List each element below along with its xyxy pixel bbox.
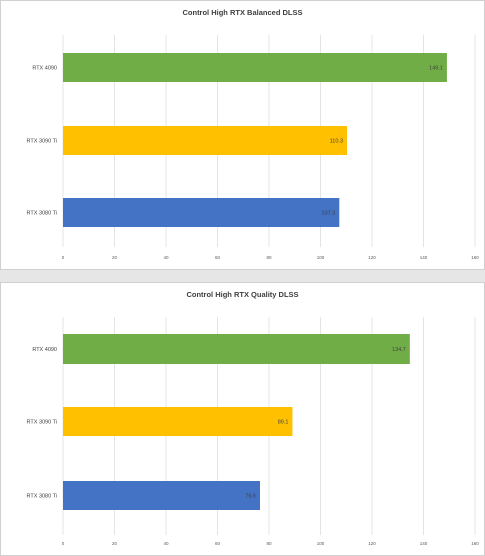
bar xyxy=(63,126,348,155)
x-tick-label: 160 xyxy=(471,541,479,546)
bar xyxy=(63,198,340,227)
data-label: 76.5 xyxy=(245,494,256,500)
x-tick-label: 120 xyxy=(368,255,376,260)
chart-title: Control High RTX Quality DLSS xyxy=(186,290,299,299)
data-label: 107.3 xyxy=(322,211,336,217)
x-tick-label: 20 xyxy=(112,255,118,260)
x-tick-label: 100 xyxy=(317,255,325,260)
x-tick-label: 160 xyxy=(471,255,479,260)
bar xyxy=(63,481,260,510)
data-label: 149.1 xyxy=(429,66,443,72)
x-tick-label: 140 xyxy=(420,541,428,546)
x-tick-label: 0 xyxy=(62,255,65,260)
x-tick-label: 60 xyxy=(215,255,221,260)
chart-title: Control High RTX Balanced DLSS xyxy=(182,8,303,17)
category-label: RTX 3090 Ti xyxy=(27,420,57,426)
x-tick-label: 20 xyxy=(112,541,118,546)
category-label: RTX 4090 xyxy=(32,347,57,353)
bar-chart-balanced: 0 20 40 60 80 100 120 140 160 RTX 4090 149.1 RTX 30… xyxy=(27,35,479,260)
bar xyxy=(63,407,293,436)
bar xyxy=(63,53,447,82)
x-tick-label: 80 xyxy=(266,541,272,546)
x-tick-label: 120 xyxy=(368,541,376,546)
chart-panel-balanced: Control High RTX Balanced DLSS 0 20 40 60 80… xyxy=(0,0,485,270)
category-label: RTX 4090 xyxy=(32,66,57,72)
x-tick-label: 40 xyxy=(163,255,169,260)
x-tick-label: 60 xyxy=(215,541,221,546)
x-tick-label: 0 xyxy=(62,541,65,546)
x-tick-label: 100 xyxy=(317,541,325,546)
x-tick-label: 40 xyxy=(163,541,169,546)
data-label: 110.3 xyxy=(330,139,343,145)
x-tick-label: 140 xyxy=(420,255,428,260)
bar xyxy=(63,334,410,364)
category-label: RTX 3080 Ti xyxy=(27,494,57,500)
category-label: RTX 3090 Ti xyxy=(27,139,57,145)
data-label: 134.7 xyxy=(392,347,406,353)
category-label: RTX 3080 Ti xyxy=(27,211,57,217)
bar-chart-quality: 0 20 40 60 80 100 120 140 160 RTX 4090 134.7 RTX 30… xyxy=(27,317,479,546)
data-label: 89.1 xyxy=(278,420,289,426)
chart-panel-quality: Control High RTX Quality DLSS 0 20 40 60 80 1… xyxy=(0,282,485,556)
x-tick-label: 80 xyxy=(266,255,272,260)
